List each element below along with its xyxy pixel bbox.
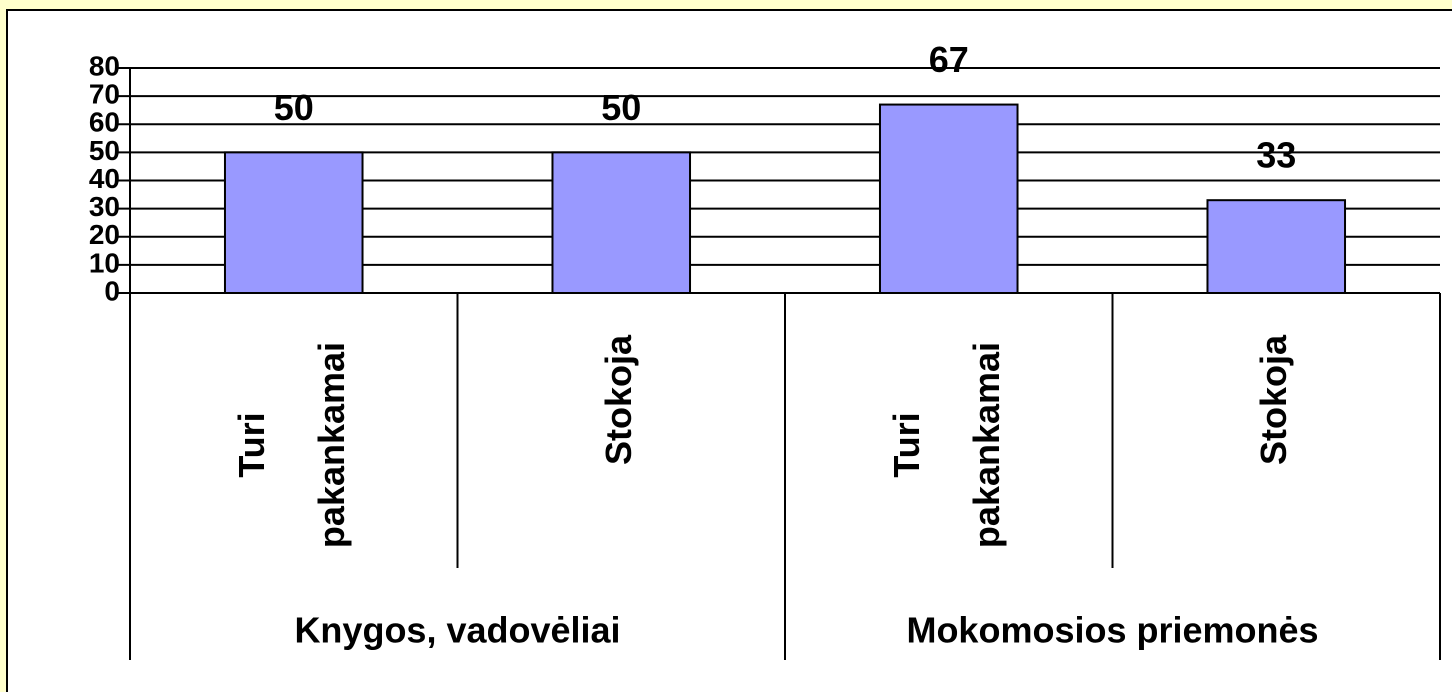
value-label: 50 <box>274 87 314 128</box>
y-tick-label: 20 <box>89 219 120 250</box>
y-tick-label: 60 <box>89 107 120 138</box>
y-tick-label: 30 <box>89 191 120 222</box>
y-tick-label: 0 <box>104 275 120 306</box>
group-label: Knygos, vadovėliai <box>294 610 620 651</box>
bar <box>223 151 364 294</box>
group-label: Mokomosios priemonės <box>906 610 1318 651</box>
bar <box>551 151 692 294</box>
bar <box>1206 199 1347 294</box>
value-label: 67 <box>929 39 969 80</box>
y-tick-label: 70 <box>89 79 120 110</box>
chart-frame <box>6 9 1452 692</box>
y-tick-label: 50 <box>89 135 120 166</box>
bar <box>878 103 1019 294</box>
x-tick-label: Stokoja <box>598 334 639 465</box>
y-tick-label: 80 <box>89 50 120 81</box>
x-tick-label: Stokoja <box>1253 334 1294 465</box>
y-tick-label: 10 <box>89 247 120 278</box>
y-tick-label: 40 <box>89 163 120 194</box>
x-tick-label: Turi pakankamai <box>230 342 351 548</box>
value-label: 50 <box>601 87 641 128</box>
value-label: 33 <box>1256 135 1296 176</box>
x-tick-label: Turi pakankamai <box>885 342 1006 548</box>
